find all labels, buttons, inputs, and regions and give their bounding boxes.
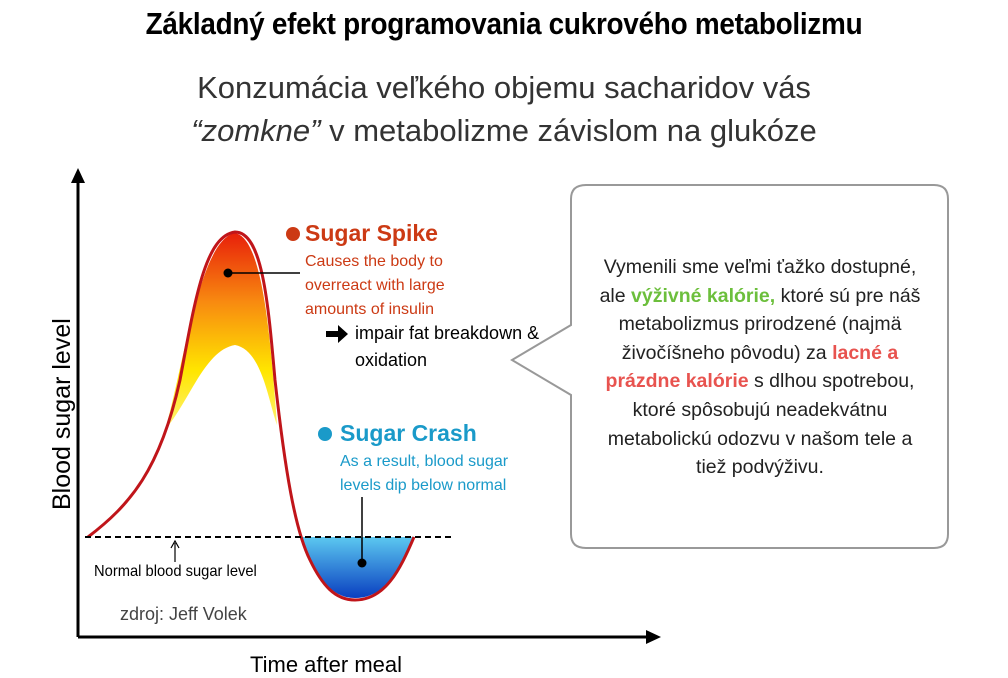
callout-segment: Vymenili sme veľmi ťažko dostupné, <box>603 256 917 278</box>
callout-line: ktoré spôsobujú neadekvátnu <box>572 396 948 425</box>
highlight-red: prázdne kalórie <box>605 370 749 393</box>
callout-segment: metabolickú odozvu v našom tele a <box>607 427 913 450</box>
highlight-red: lacné a <box>832 341 899 364</box>
callout-segment: živočíšneho pôvodu) za <box>621 341 833 364</box>
sugar-crash-fill <box>300 537 414 598</box>
sugar-spike-text: Causes the body to overreact with large … <box>305 250 445 322</box>
crash-line: As a result, blood sugar <box>340 453 509 470</box>
y-axis-label: Blood sugar level <box>48 318 76 510</box>
effect-line: oxidation <box>355 350 428 370</box>
crash-line: levels dip below normal <box>340 477 507 494</box>
blood-sugar-curve <box>87 230 416 602</box>
normal-level-label: Normal blood sugar level <box>94 563 257 580</box>
normal-arrow-head-icon <box>170 539 180 549</box>
y-axis-arrow-icon <box>71 168 85 183</box>
callout-segment: s dlhou spotrebou, <box>748 370 915 393</box>
sugar-spike-heading: Sugar Spike <box>305 220 438 246</box>
callout-segment: tiež podvýživu. <box>696 456 824 479</box>
highlight-green: výživné kalórie, <box>631 284 776 307</box>
callout-segment: ktoré spôsobujú neadekvátnu <box>632 398 888 421</box>
callout-bubble <box>510 184 949 549</box>
crash-bullet-icon <box>318 427 332 441</box>
spike-line: Causes the body to <box>305 253 443 270</box>
source-credit: zdroj: Jeff Volek <box>120 604 247 624</box>
callout-line: tiež podvýživu. <box>572 453 948 482</box>
callout-segment: metabolizmus prirodzené (najmä <box>618 313 902 336</box>
sugar-crash-heading: Sugar Crash <box>340 420 477 446</box>
spike-effect-text: impair fat breakdown & oxidation <box>355 320 539 374</box>
callout-line: prázdne kalórie s dlhou spotrebou, <box>572 367 948 396</box>
subtitle-line-2: “zomkne” v metabolizme závislom na glukó… <box>0 113 1008 149</box>
callout-line: Vymenili sme veľmi ťažko dostupné, <box>572 253 948 282</box>
callout-text: Vymenili sme veľmi ťažko dostupné, ale vý… <box>572 253 948 482</box>
callout-line: živočíšneho pôvodu) za lacné a <box>572 339 948 368</box>
effect-line: impair fat breakdown & <box>355 323 540 343</box>
subtitle-quoted: “zomkne” <box>191 113 321 148</box>
sugar-crash-text: As a result, blood sugar levels dip belo… <box>340 450 508 498</box>
right-arrow-icon <box>326 325 348 343</box>
spike-line: overreact with large <box>305 277 445 294</box>
callout-segment: ale <box>599 284 632 307</box>
callout-segment: ktoré sú pre náš <box>775 284 921 307</box>
sugar-spike-fill <box>165 233 277 430</box>
callout-line: metabolickú odozvu v našom tele a <box>572 425 948 454</box>
page-title: Základný efekt programovania cukrového m… <box>145 6 863 41</box>
spike-bullet-icon <box>286 227 300 241</box>
subtitle-line-1: Konzumácia veľkého objemu sacharidov vás <box>197 70 811 105</box>
callout-line: metabolizmus prirodzené (najmä <box>572 310 948 339</box>
subtitle-rest: v metabolizme závislom na glukóze <box>320 113 817 148</box>
x-axis-label: Time after meal <box>250 652 403 677</box>
callout-line: ale výživné kalórie, ktoré sú pre náš <box>572 282 948 311</box>
spike-line: amounts of insulin <box>305 301 434 318</box>
x-axis-arrow-icon <box>646 630 661 644</box>
